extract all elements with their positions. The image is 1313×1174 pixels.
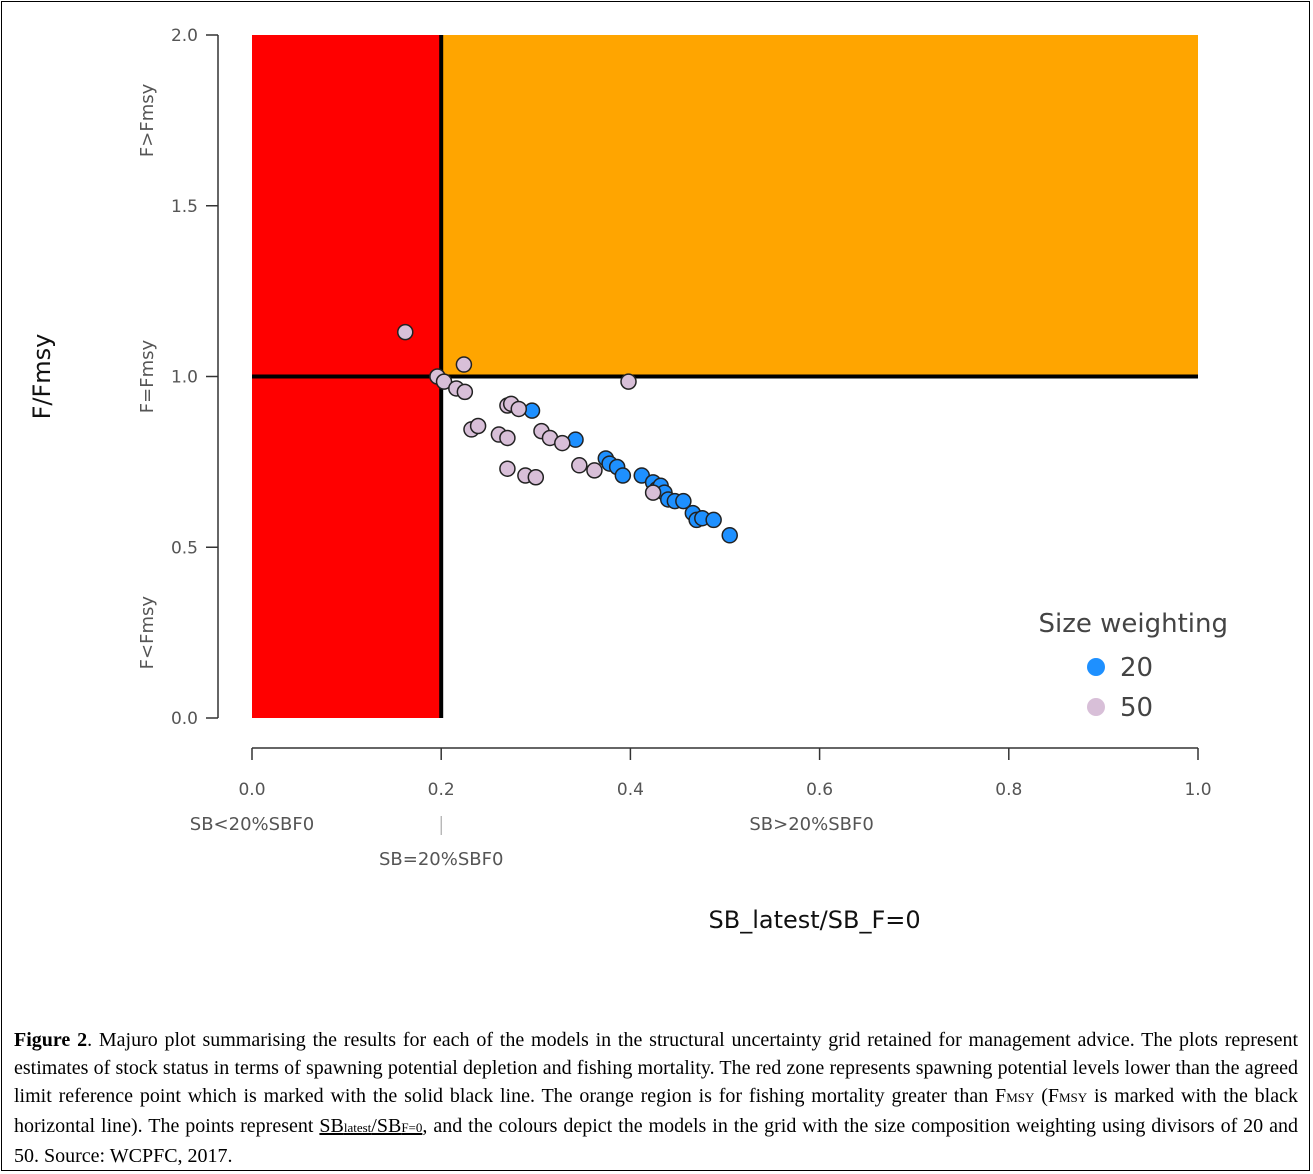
legend-swatch-50 [1087, 698, 1105, 716]
x-axis-title: SB_latest/SB_F=0 [709, 906, 921, 934]
caption-sb: SB [319, 1115, 344, 1137]
y-tick-label: 0.5 [171, 538, 198, 558]
caption-sub-msy-1: MSY [1006, 1090, 1035, 1105]
point-size-weighting-50 [571, 457, 588, 474]
y-zone-label: F>Fmsy [137, 83, 158, 157]
caption-text-2: (F [1034, 1085, 1059, 1107]
point-size-weighting-50 [397, 323, 414, 341]
caption-sub-f0: F=0 [401, 1120, 423, 1135]
point-size-weighting-20 [705, 511, 722, 529]
figure-caption: Figure 2. Majuro plot summarising the re… [14, 1026, 1298, 1170]
caption-sub-msy-2: MSY [1059, 1090, 1088, 1105]
legend-label-50: 50 [1120, 693, 1153, 723]
point-size-weighting-50 [586, 462, 603, 479]
x-tick-label: 1.0 [1184, 780, 1211, 800]
point-size-weighting-50 [469, 417, 487, 435]
y-tick-label: 2.0 [171, 26, 198, 46]
point-size-weighting-20 [675, 492, 692, 510]
caption-label: Figure 2 [14, 1029, 88, 1051]
point-size-weighting-50 [510, 400, 528, 418]
x-zone-label-right: SB>20%SBF0 [749, 814, 873, 835]
point-size-weighting-50 [499, 460, 516, 477]
orange-zone [441, 35, 1198, 377]
axes: 0.0 0.5 1.0 1.5 2.0 F<Fmsy F=Fmsy F>Fmsy F/Fmsy 0… [28, 26, 1212, 934]
caption-text-3: is marked with the black horizontal line… [14, 1085, 1298, 1137]
point-size-weighting-50 [456, 383, 474, 401]
y-zone-label: F=Fmsy [137, 339, 158, 413]
point-size-weighting-50 [455, 356, 473, 373]
y-tick-label: 1.5 [171, 197, 198, 217]
caption-text-4: , and the colours depict the models in t… [14, 1115, 1298, 1167]
point-size-weighting-50 [644, 484, 662, 501]
caption-sb-ratio: SBlatest/SBF=0 [319, 1115, 422, 1137]
data-points [397, 323, 738, 544]
point-size-weighting-50 [620, 373, 637, 390]
caption-text-1: . Majuro plot summarising the results fo… [14, 1029, 1298, 1107]
x-tick-label: 0.4 [617, 780, 644, 800]
x-tick-label: 0.6 [806, 780, 833, 800]
point-size-weighting-50 [435, 373, 453, 390]
x-tick-label: 0.8 [995, 780, 1022, 800]
point-size-weighting-50 [554, 434, 571, 452]
y-zone-label: F<Fmsy [137, 596, 158, 670]
y-axis-title: F/Fmsy [28, 334, 56, 420]
x-tick-label: 0.0 [238, 780, 265, 800]
majuro-plot: 0.0 0.5 1.0 1.5 2.0 F<Fmsy F=Fmsy F>Fmsy F/Fmsy 0… [28, 26, 1228, 934]
point-size-weighting-50 [499, 429, 516, 447]
y-tick-label: 1.0 [171, 368, 198, 388]
point-size-weighting-20 [721, 527, 738, 544]
status-zones [252, 35, 1198, 718]
point-size-weighting-50 [527, 468, 545, 486]
legend-label-20: 20 [1120, 653, 1153, 683]
x-zone-label-mid: SB=20%SBF0 [379, 849, 503, 870]
caption-sub-latest: latest [343, 1120, 372, 1135]
x-zone-label-left: SB<20%SBF0 [190, 814, 314, 835]
legend-title: Size weighting [1038, 609, 1228, 639]
y-tick-label: 0.0 [171, 709, 198, 729]
caption-slash-sb: /SB [371, 1115, 402, 1137]
legend-swatch-20 [1087, 658, 1105, 676]
legend: Size weighting 20 50 [1038, 609, 1228, 723]
point-size-weighting-20 [614, 467, 632, 484]
x-tick-label: 0.2 [428, 780, 455, 800]
